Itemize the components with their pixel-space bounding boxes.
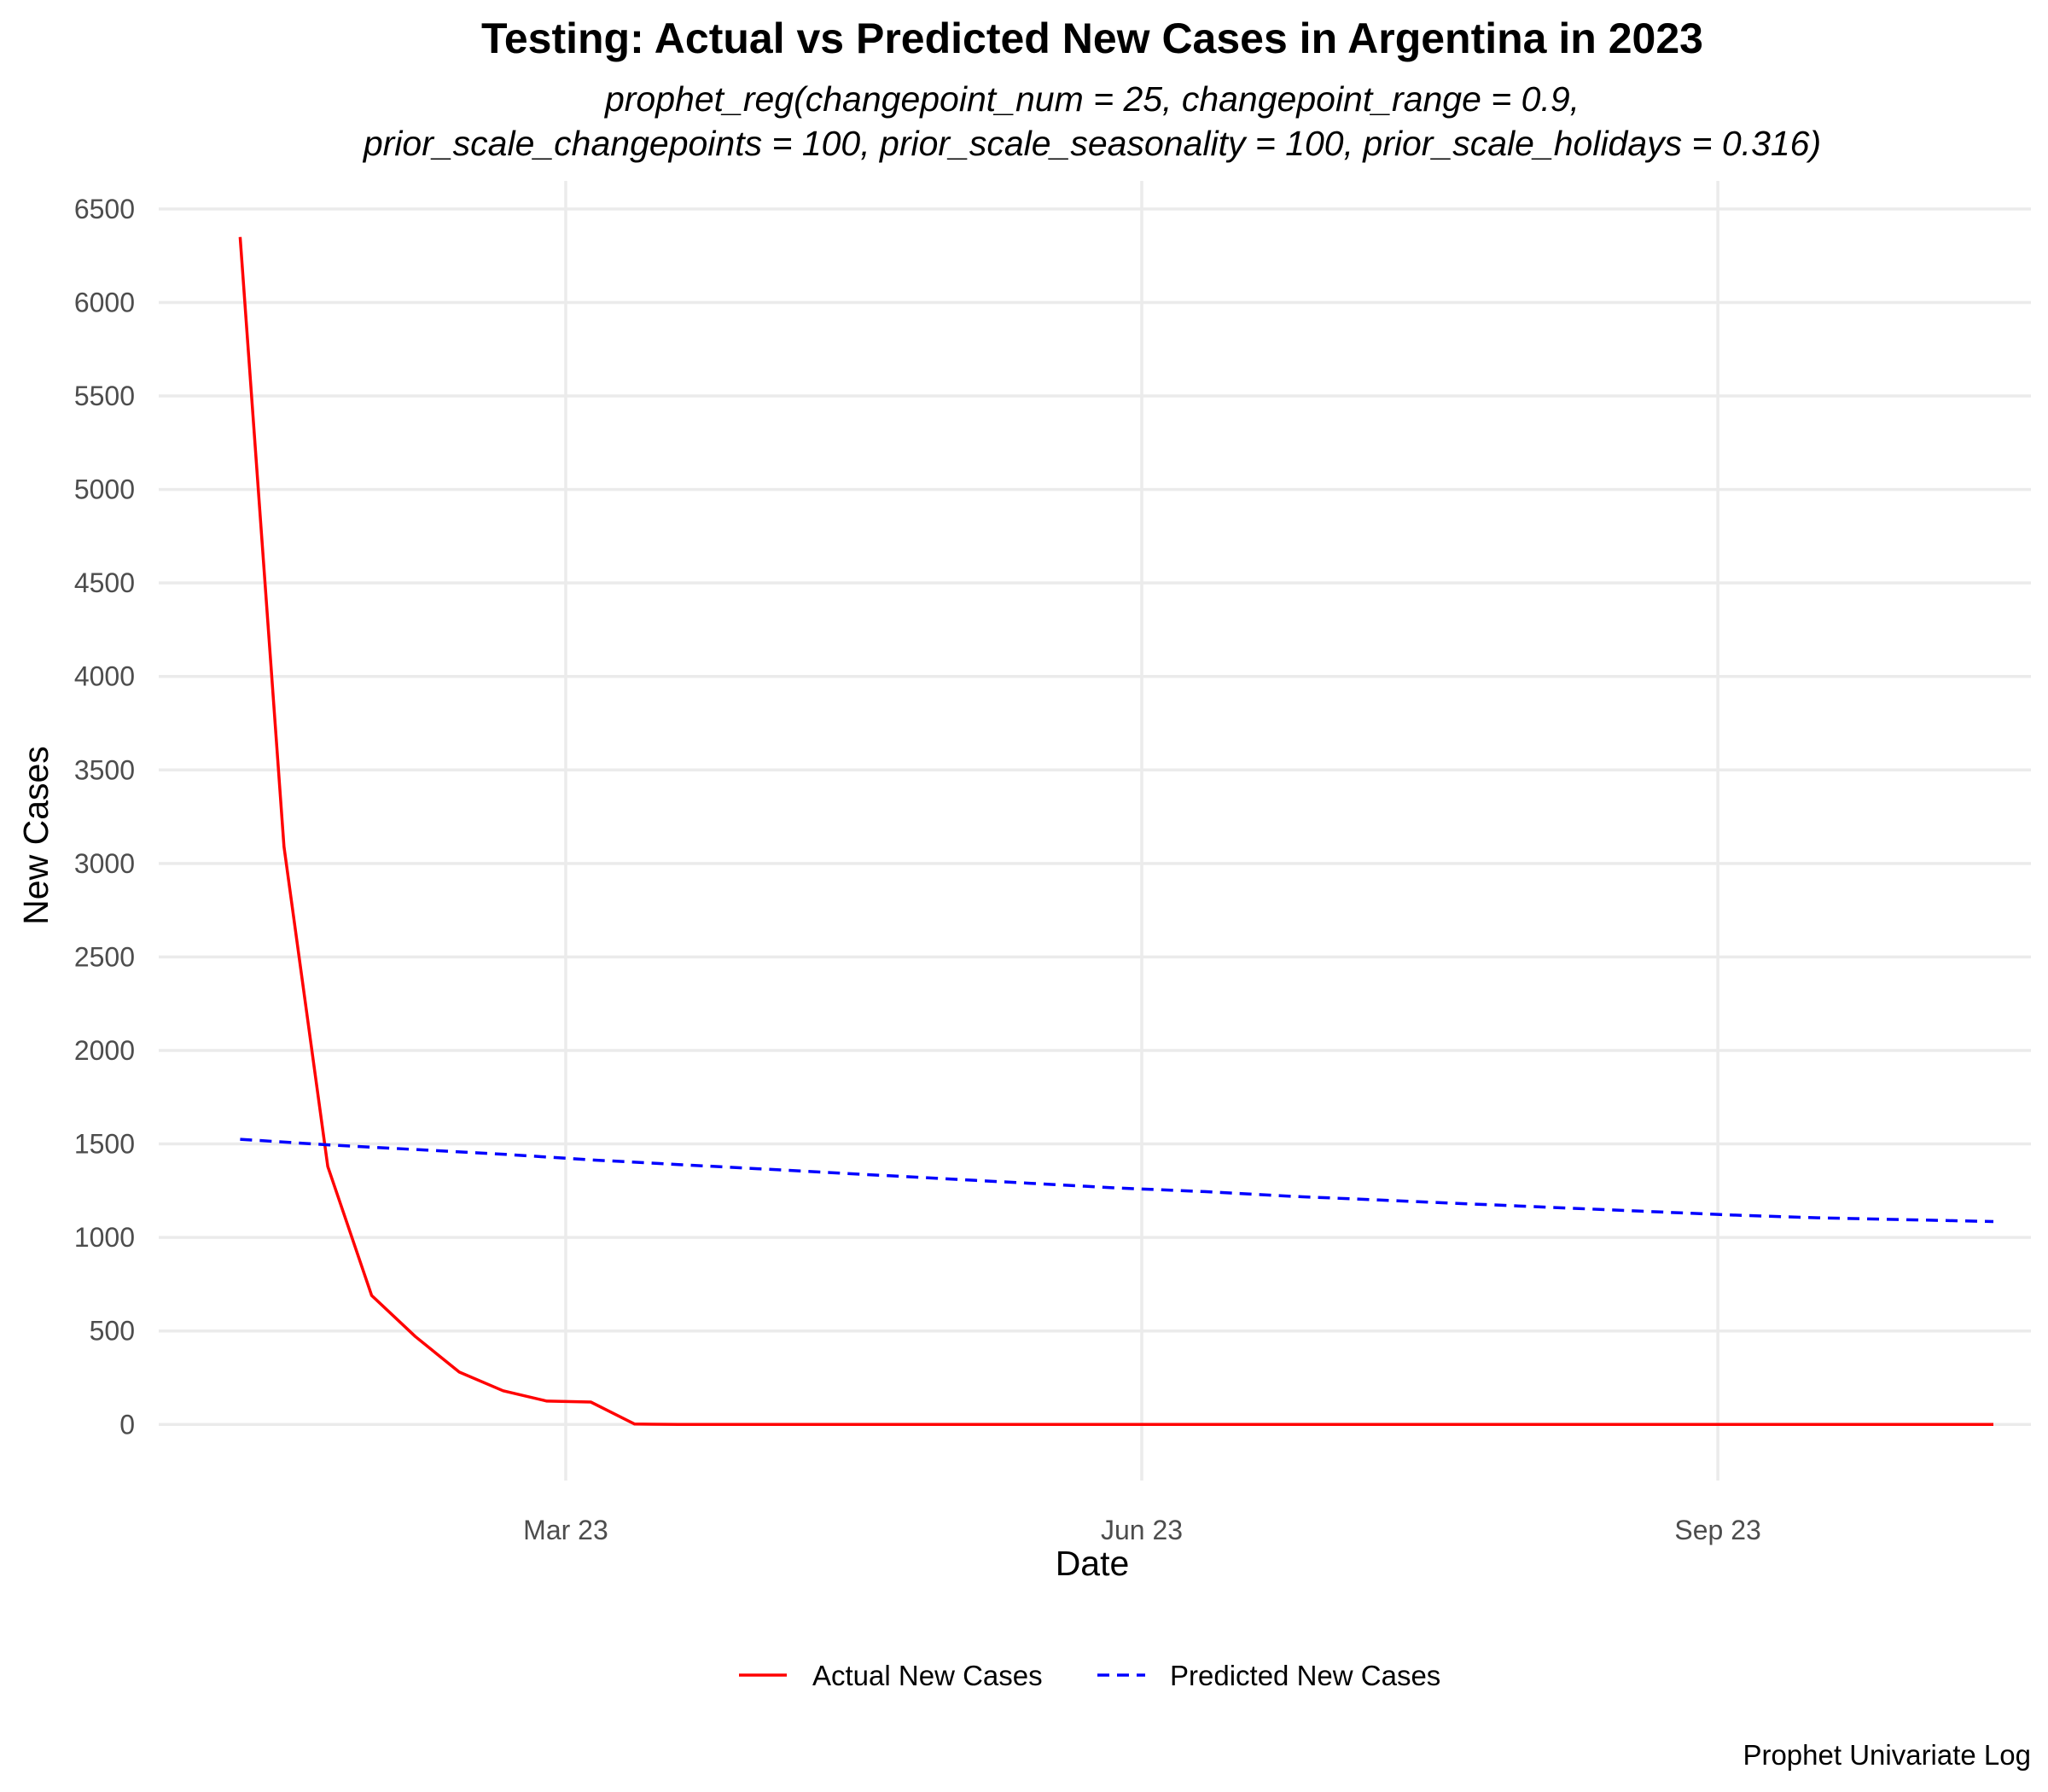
y-tick-label: 4500 [74,567,135,598]
y-axis-title: New Cases [16,746,55,925]
x-tick-label: Sep 23 [1674,1515,1760,1545]
actual-series-line [238,236,1993,1427]
y-tick-label: 4000 [74,661,135,692]
y-axis-ticks: 0 500 1000 1500 2000 2500 3000 3500 4000 4500 5000… [74,194,135,1440]
predicted-series-line [240,1137,1994,1224]
legend-label-actual: Actual New Cases [812,1660,1043,1691]
y-tick-label: 1500 [74,1129,135,1160]
x-axis-ticks: Mar 23 Jun 23 Sep 23 [523,1515,1761,1545]
x-axis-title: Date [1056,1544,1130,1583]
chart-title: Testing: Actual vs Predicted New Cases i… [481,15,1703,62]
y-tick-label: 1000 [74,1222,135,1253]
y-tick-label: 0 [119,1409,135,1440]
y-tick-label: 5500 [74,381,135,411]
y-tick-label: 2000 [74,1035,135,1066]
chart-caption: Prophet Univariate Log [1743,1739,2031,1771]
plot-series [238,236,1994,1427]
x-tick-label: Mar 23 [523,1515,608,1545]
chart-subtitle-line-1: prophet_reg(changepoint_num = 25, change… [603,79,1580,119]
y-tick-label: 6000 [74,287,135,317]
chart-subtitle-line-2: prior_scale_changepoints = 100, prior_sc… [362,124,1821,163]
y-tick-label: 3500 [74,754,135,785]
y-tick-label: 3000 [74,848,135,879]
y-tick-label: 500 [90,1316,135,1347]
y-tick-label: 6500 [74,194,135,224]
legend: Actual New Cases Predicted New Cases [739,1660,1440,1691]
x-tick-label: Jun 23 [1101,1515,1183,1545]
y-tick-label: 2500 [74,941,135,972]
y-tick-label: 5000 [74,474,135,505]
gridlines [159,181,2031,1481]
legend-label-predicted: Predicted New Cases [1170,1660,1440,1691]
